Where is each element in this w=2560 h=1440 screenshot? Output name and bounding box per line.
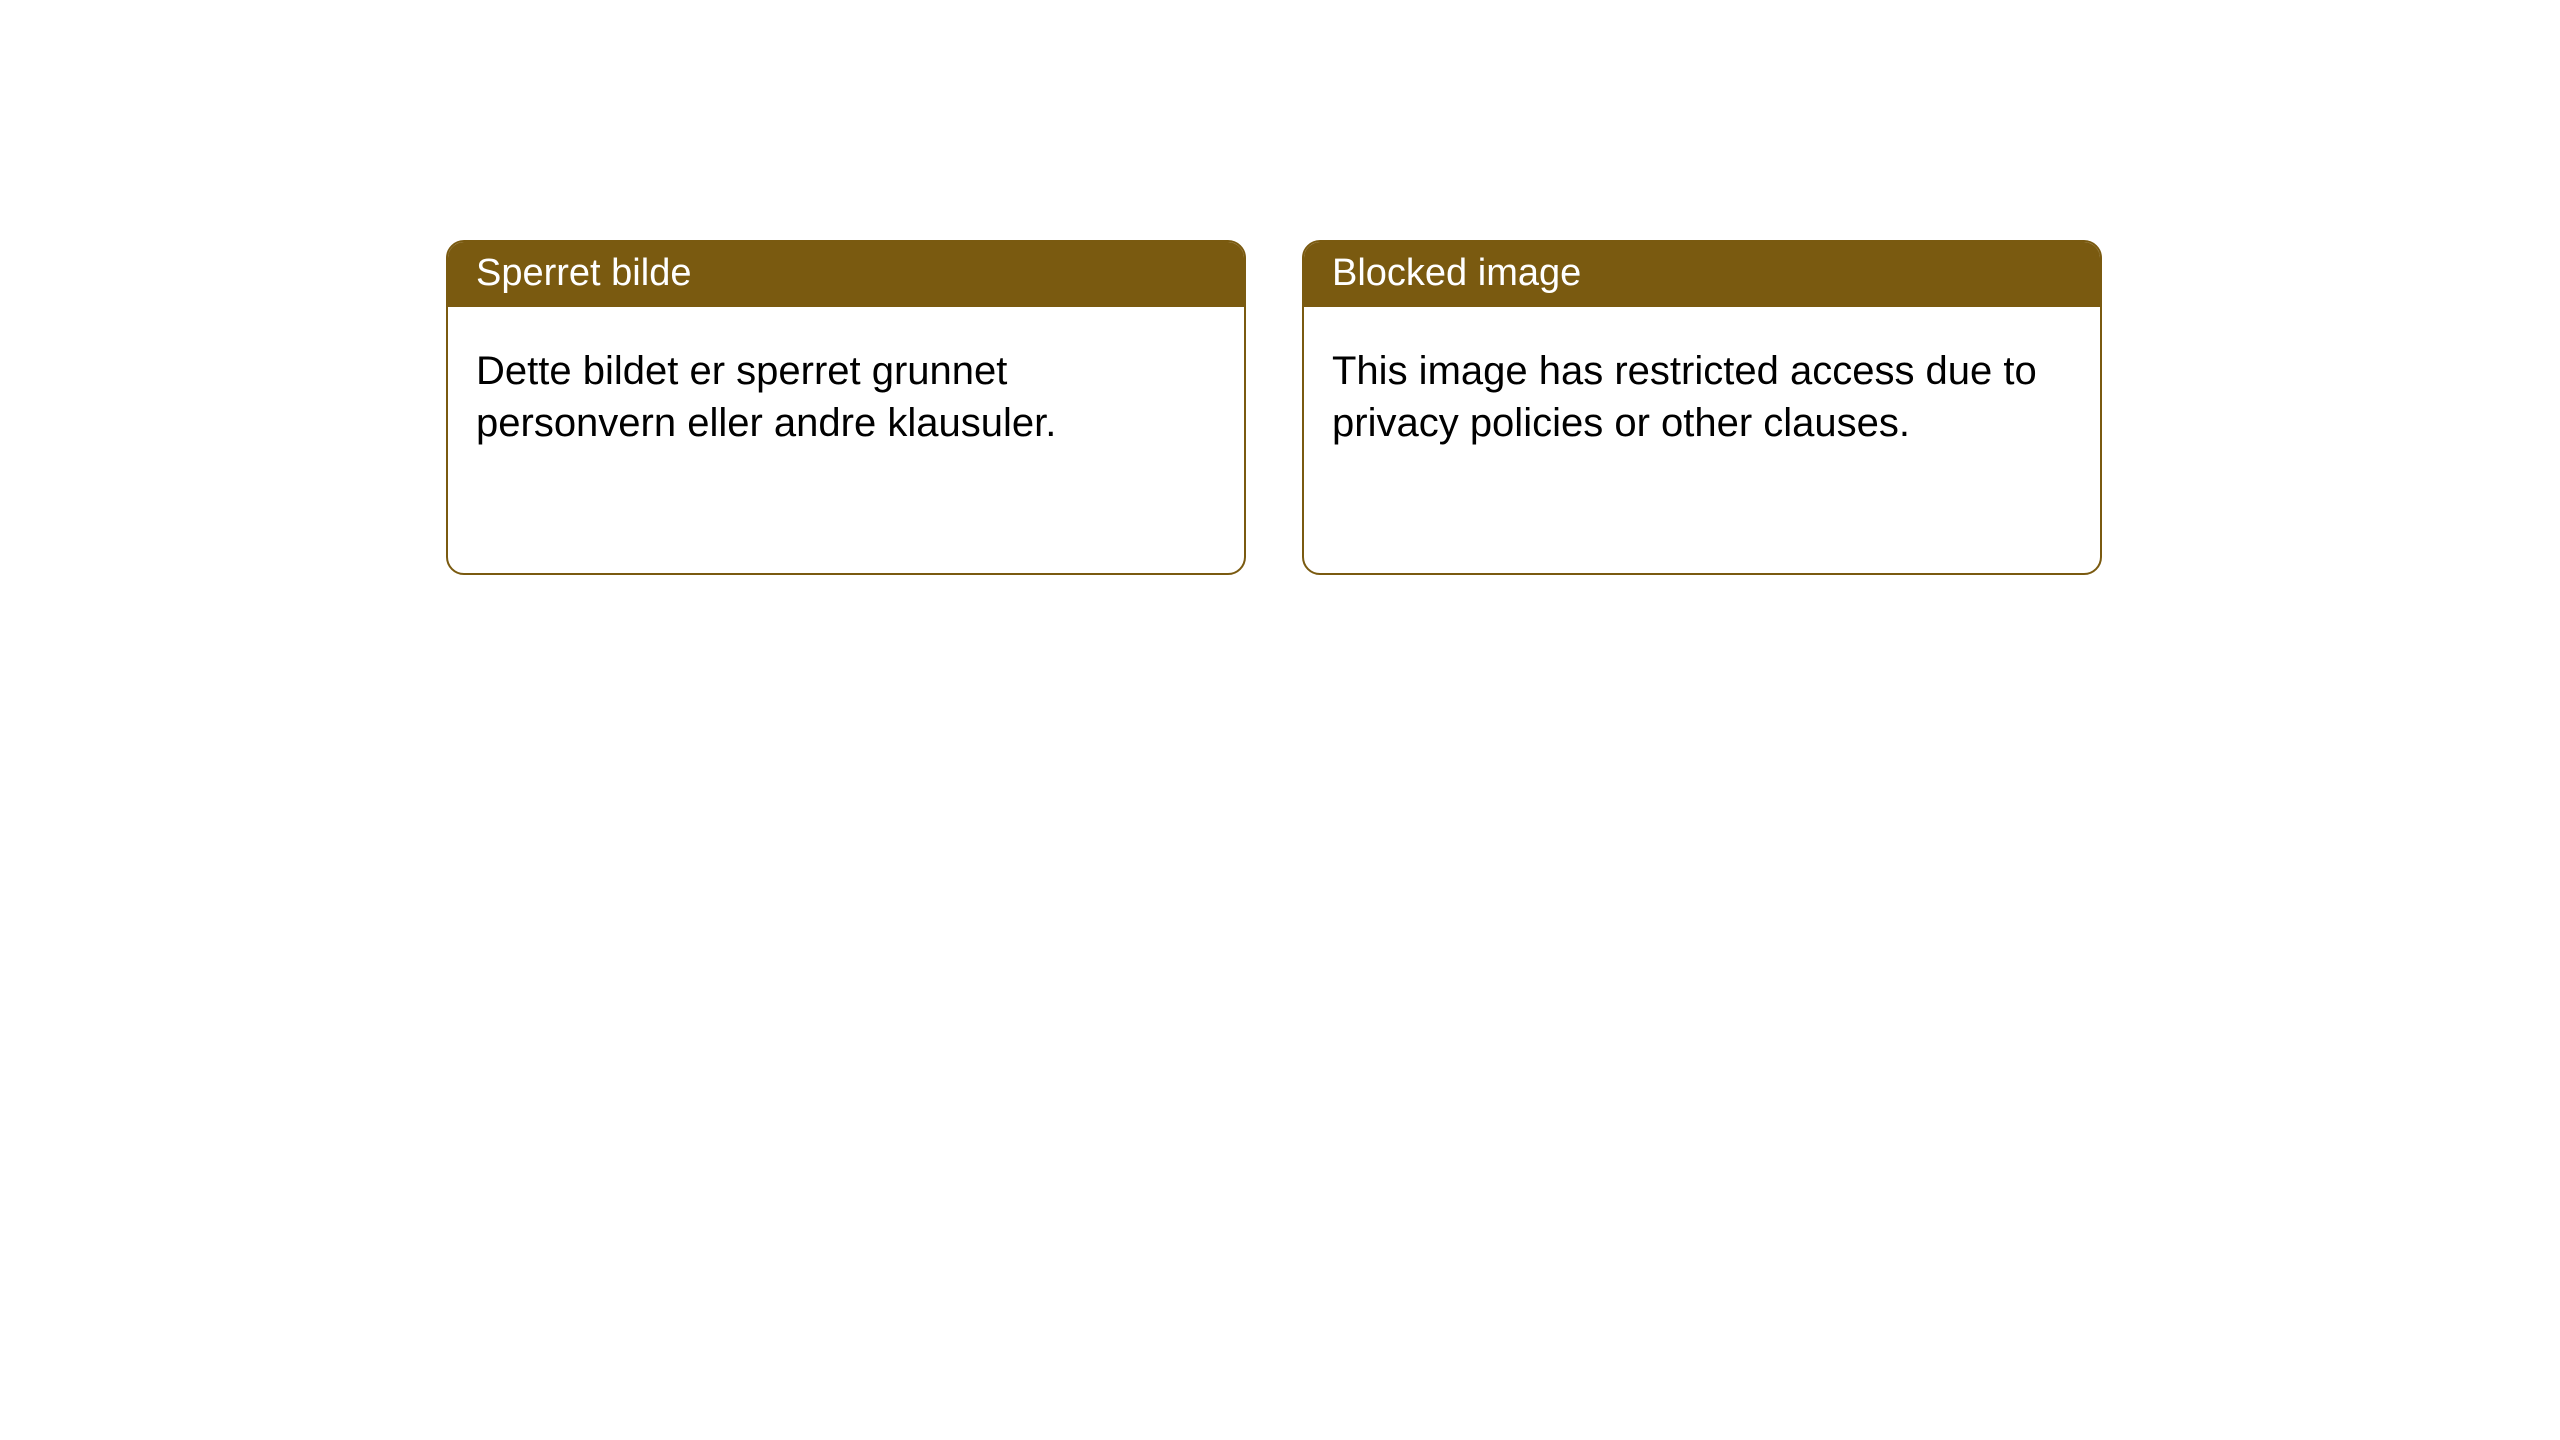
notice-title-norwegian: Sperret bilde bbox=[448, 242, 1244, 307]
notice-body-norwegian: Dette bildet er sperret grunnet personve… bbox=[448, 307, 1244, 487]
notice-card-norwegian: Sperret bilde Dette bildet er sperret gr… bbox=[446, 240, 1246, 575]
notice-card-english: Blocked image This image has restricted … bbox=[1302, 240, 2102, 575]
notice-title-english: Blocked image bbox=[1304, 242, 2100, 307]
notice-container: Sperret bilde Dette bildet er sperret gr… bbox=[0, 0, 2560, 575]
notice-body-english: This image has restricted access due to … bbox=[1304, 307, 2100, 487]
